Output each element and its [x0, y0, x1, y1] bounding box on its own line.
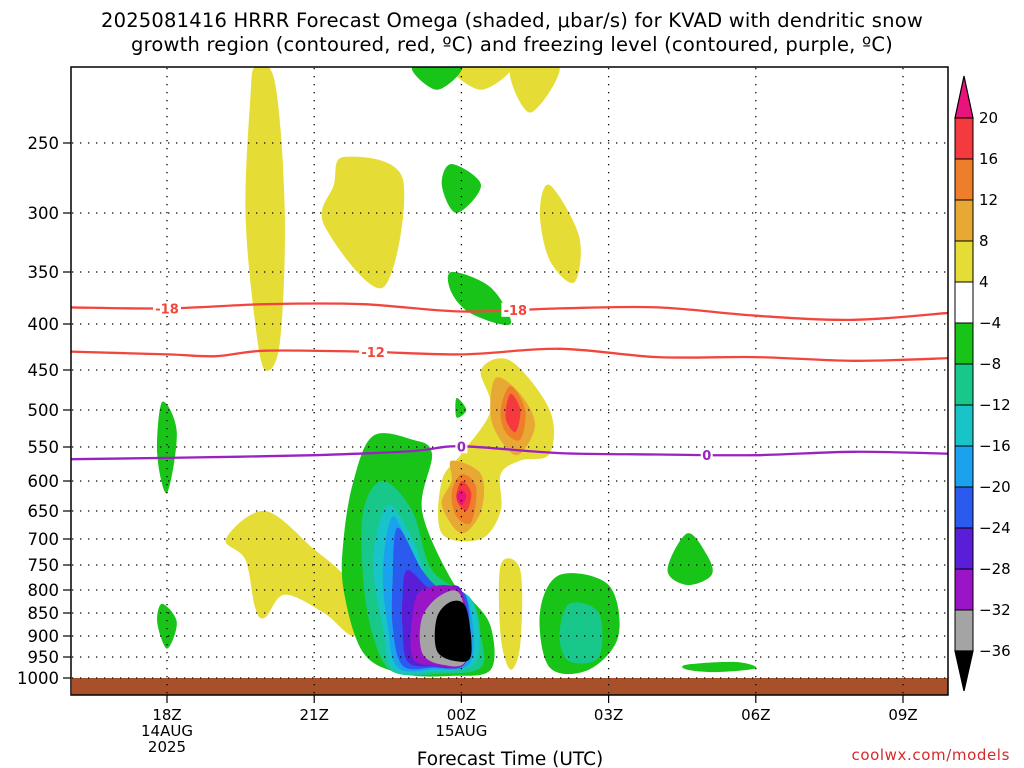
colorbar-box	[954, 486, 974, 529]
colorbar-box	[954, 158, 974, 201]
omega-region-8	[157, 603, 177, 649]
terrain-below-ground	[72, 678, 948, 695]
x-tick-label: 03Z	[594, 706, 623, 724]
colorbar-box	[954, 568, 974, 611]
x-tick-label: 00Z	[447, 706, 476, 724]
colorbar-box	[954, 445, 974, 488]
colorbar-label: 4	[979, 273, 989, 291]
omega-region-6	[498, 558, 523, 670]
y-tick-label: 250	[28, 134, 60, 153]
contour-line	[71, 347, 948, 362]
y-tick-label: 650	[28, 502, 60, 521]
omega-region-4	[225, 510, 364, 637]
colorbar-label: −36	[979, 642, 1011, 660]
contour-label: -18	[155, 302, 179, 317]
x-tick-label: 06Z	[741, 706, 770, 724]
y-axis: 250 300 350 400 450 500 550 600 650 700 750 800 850 9…	[17, 134, 71, 688]
omega-region-15	[667, 533, 713, 586]
omega-region-7	[157, 401, 177, 494]
contours: -18 -18 -12 0 0	[71, 301, 948, 464]
omega-region-9	[411, 67, 462, 90]
x-tick-label: 21Z	[300, 706, 329, 724]
y-tick-label: 400	[28, 315, 60, 334]
contour-label: -12	[361, 346, 385, 361]
contour-label: 0	[702, 449, 711, 464]
colorbar-label: 20	[979, 109, 998, 127]
omega-regions	[157, 67, 757, 677]
contour-label: -18	[504, 304, 528, 319]
y-tick-label: 350	[28, 263, 60, 282]
contour-label-bg	[501, 302, 530, 317]
omega-region-17	[559, 602, 603, 664]
colorbar-box	[954, 609, 974, 652]
y-tick-label: 850	[28, 604, 60, 623]
chart-title-line-1: 2025081416 HRRR Forecast Omega (shaded, …	[100, 9, 923, 32]
omega-region-16	[682, 661, 757, 673]
colorbar-label: −24	[979, 519, 1011, 537]
colorbar-box	[954, 527, 974, 570]
chart-title-line-2: growth region (contoured, red, ºC) and f…	[131, 33, 893, 56]
colorbar-label: −28	[979, 560, 1011, 578]
colorbar-min-arrow	[954, 650, 974, 692]
y-tick-label: 800	[28, 581, 60, 600]
omega-region-33	[509, 67, 560, 113]
omega-region-11	[447, 271, 511, 326]
contour-label-bg	[153, 301, 181, 316]
colorbar-label: −4	[979, 314, 1001, 332]
y-tick-label: 300	[28, 204, 60, 223]
colorbar-label: −8	[979, 355, 1001, 373]
colorbar-box	[954, 281, 974, 324]
colorbar-label: −16	[979, 437, 1011, 455]
colorbar-label: −32	[979, 601, 1011, 619]
y-tick-label: 750	[28, 556, 60, 575]
colorbar-box	[954, 363, 974, 406]
x-tick-label: 09Z	[888, 706, 917, 724]
grid	[72, 68, 947, 694]
y-tick-label: 600	[28, 472, 60, 491]
credit-link[interactable]: coolwx.com/models	[851, 746, 1010, 764]
omega-region-0	[245, 67, 285, 371]
colorbar-max-arrow	[954, 75, 974, 119]
colorbar-label: 12	[979, 191, 998, 209]
colorbar-label: −12	[979, 396, 1011, 414]
omega-region-12	[455, 397, 467, 418]
contour-label-bg	[455, 439, 468, 454]
contour-label-bg	[700, 447, 713, 462]
y-tick-label: 900	[28, 627, 60, 646]
y-tick-label: 1000	[17, 669, 59, 688]
y-tick-label: 550	[28, 438, 60, 457]
colorbar-label: −20	[979, 478, 1011, 496]
colorbar-box	[954, 322, 974, 365]
colorbar-label: 8	[979, 232, 989, 250]
colorbar-label: 16	[979, 150, 998, 168]
colorbar-box	[954, 240, 974, 283]
y-tick-label: 450	[28, 361, 60, 380]
contour-label: 0	[457, 440, 466, 455]
omega-region-30	[505, 393, 521, 433]
plot-frame	[70, 66, 949, 696]
x-tick-sublabel: 14AUG	[141, 722, 193, 740]
omega-region-2	[451, 67, 512, 90]
contour-label-bg	[359, 344, 388, 359]
omega-region-3	[539, 184, 581, 284]
colorbar: 20 16 12 8 4 −4 −8 −12 −16 −20 −24 −28 −32 −36	[954, 75, 1011, 692]
x-tick-label: 18Z	[152, 706, 181, 724]
colorbar-box	[954, 404, 974, 447]
y-tick-label: 950	[28, 648, 60, 667]
y-tick-label: 500	[28, 401, 60, 420]
omega-region-32	[456, 490, 467, 505]
x-axis-label: Forecast Time (UTC)	[417, 749, 603, 768]
x-tick-sublabel: 15AUG	[435, 722, 487, 740]
colorbar-box	[954, 117, 974, 160]
omega-region-25	[434, 600, 472, 662]
omega-region-1	[321, 156, 405, 289]
contour-line	[71, 445, 948, 461]
x-tick-sublabel: 2025	[148, 738, 186, 756]
y-tick-label: 700	[28, 530, 60, 549]
colorbar-box	[954, 199, 974, 242]
